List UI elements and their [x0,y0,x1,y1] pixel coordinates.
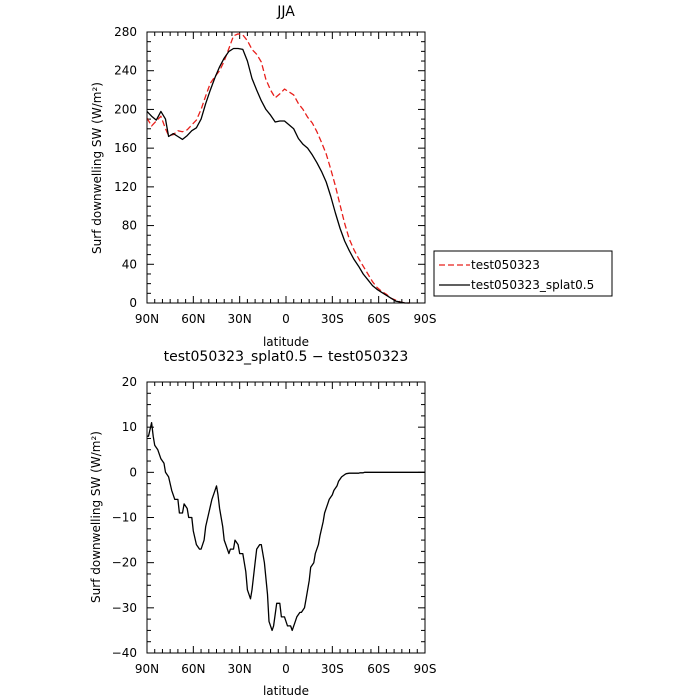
chart-title: test050323_splat0.5 − test050323 [164,349,409,365]
series-lines [146,33,410,304]
x-axis-label: latitude [263,684,309,698]
y-axis-label: Surf downwelling SW (W/m²) [89,431,103,603]
y-tick-label: 160 [114,141,137,155]
plot-frame [146,381,426,654]
y-tick-label: −10 [112,511,137,525]
series-line-test050323_splat0.5 [146,47,410,304]
y-tick-label: 240 [114,64,137,78]
y-tick-label: 120 [114,180,137,194]
y-tick-label: 0 [129,465,137,479]
legend-label-test050323-splat0.5: test050323_splat0.5 [471,278,594,292]
x-tick-label: 60N [181,662,205,676]
y-axis-label: Surf downwelling SW (W/m²) [90,82,104,254]
x-tick-label: 90N [135,662,159,676]
chart-top: JJA 90N 60N 30N 0 30S 60S 90S 0 40 80 120 160 200 24… [90,4,436,349]
series-line-series-0 [147,421,425,632]
series-lines [147,421,425,632]
x-tick-label: 90N [135,312,159,326]
x-tick-labels: 90N 60N 30N 0 30S 60S 90S [135,312,437,326]
y-tick-label: 280 [114,25,137,39]
y-tick-label: 10 [122,420,137,434]
x-tick-label: 30N [228,662,252,676]
y-tick-label: −20 [112,556,137,570]
x-tick-label: 30N [228,312,252,326]
x-tick-labels: 90N 60N 30N 0 30S 60S 90S [135,662,437,676]
legend: test050323 test050323_splat0.5 [433,250,613,297]
x-tick-label: 30S [321,312,344,326]
legend-box [433,250,613,297]
x-tick-label: 30S [321,662,344,676]
tick-marks [146,31,426,304]
y-tick-label: 80 [122,219,137,233]
x-tick-label: 60S [367,662,390,676]
x-tick-label: 0 [282,312,290,326]
y-tick-labels: −40 −30 −20 −10 0 10 20 [112,375,137,660]
x-tick-label: 60S [367,312,390,326]
legend-label-test050323: test050323 [471,258,540,272]
y-tick-label: 0 [129,296,137,310]
x-axis-label: latitude [263,335,309,349]
chart-title: JJA [276,4,295,20]
x-tick-label: 0 [282,662,290,676]
chart-bottom: test050323_splat0.5 − test050323 90N 60N 3… [89,349,436,698]
y-tick-label: 200 [114,102,137,116]
y-tick-label: −30 [112,601,137,615]
y-tick-label: 20 [122,375,137,389]
y-tick-label: 40 [122,257,137,271]
plot-frame [146,31,426,304]
x-tick-label: 90S [414,312,437,326]
x-tick-label: 90S [414,662,437,676]
y-tick-labels: 0 40 80 120 160 200 240 280 [114,25,137,310]
series-line-test050323 [146,33,410,304]
y-tick-label: −40 [112,646,137,660]
x-tick-label: 60N [181,312,205,326]
